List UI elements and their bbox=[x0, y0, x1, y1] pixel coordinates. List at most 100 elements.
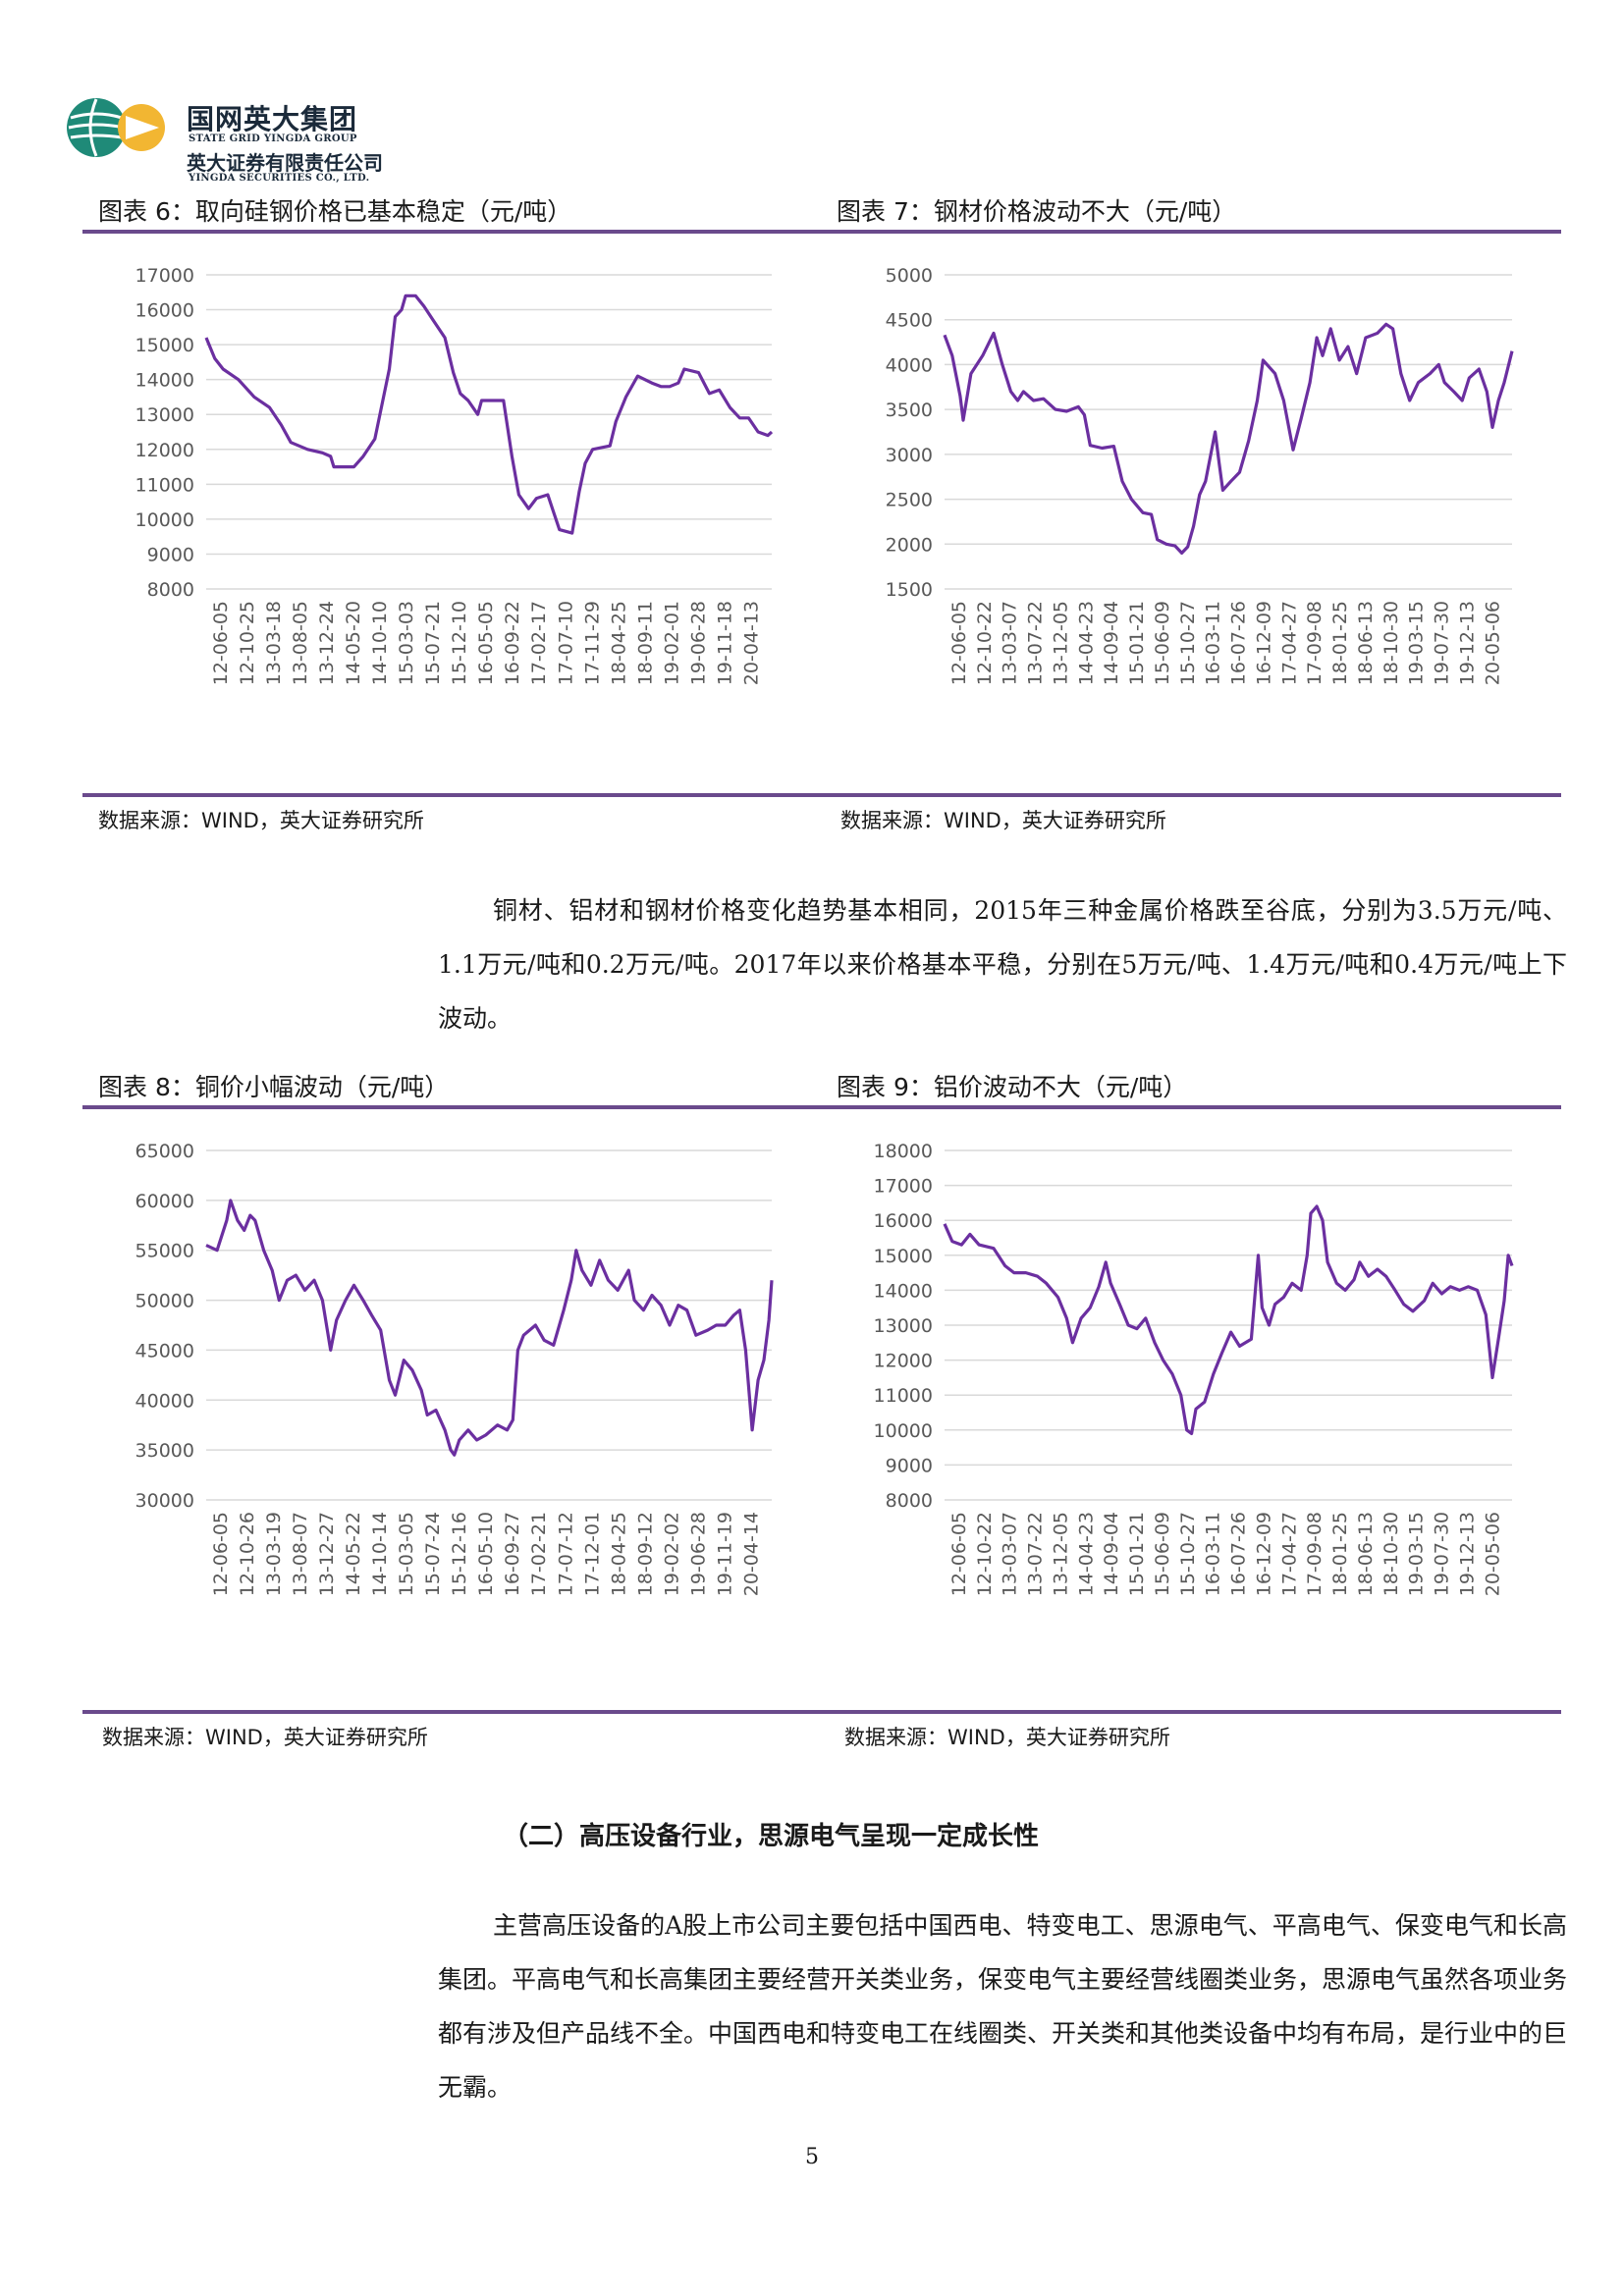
figure-9-source: 数据来源：WIND，英大证券研究所 bbox=[844, 1726, 1170, 1749]
x-tick-label: 17-02-17 bbox=[528, 601, 550, 685]
x-tick-label: 19-02-02 bbox=[661, 1512, 682, 1596]
y-tick-label: 35000 bbox=[135, 1440, 194, 1462]
figure-row2-bottom-rule bbox=[82, 1710, 1561, 1714]
x-tick-label: 13-03-07 bbox=[1000, 1512, 1021, 1596]
y-tick-label: 3000 bbox=[886, 445, 933, 466]
x-tick-label: 19-06-28 bbox=[687, 601, 709, 685]
x-tick-label: 17-02-21 bbox=[528, 1512, 550, 1596]
figure-7-title: 图表 7：钢材价格波动不大（元/吨） bbox=[837, 197, 1237, 226]
y-tick-label: 1500 bbox=[886, 579, 933, 601]
y-tick-label: 12000 bbox=[135, 440, 194, 461]
chart-7-steel-price: 1500 2000 2500 3000 3500 4000 4500 5000 12-06-05… bbox=[886, 265, 1514, 685]
x-tick-label: 13-08-05 bbox=[290, 601, 311, 685]
y-tick-label: 50000 bbox=[135, 1291, 194, 1312]
x-tick-label: 16-12-09 bbox=[1253, 1512, 1274, 1596]
price-series-line bbox=[204, 294, 774, 535]
figure-6-source: 数据来源：WIND，英大证券研究所 bbox=[98, 809, 424, 832]
x-tick-label: 19-07-30 bbox=[1432, 1512, 1453, 1596]
x-tick-label: 12-10-22 bbox=[974, 601, 996, 685]
x-tick-label: 15-06-09 bbox=[1152, 601, 1173, 685]
x-tick-label: 20-05-06 bbox=[1482, 601, 1503, 685]
y-tick-label: 11000 bbox=[135, 474, 194, 496]
y-tick-label: 10000 bbox=[874, 1420, 933, 1442]
y-tick-label: 18000 bbox=[874, 1141, 933, 1162]
x-tick-label: 15-12-16 bbox=[449, 1512, 470, 1596]
x-tick-label: 19-11-19 bbox=[714, 1512, 735, 1596]
x-tick-label: 15-10-27 bbox=[1177, 601, 1199, 685]
y-tick-label: 8000 bbox=[147, 579, 194, 601]
y-tick-label: 5000 bbox=[886, 265, 933, 287]
chart-8-copper-price: 30000 35000 40000 45000 50000 55000 60000 65000… bbox=[135, 1141, 774, 1596]
x-tick-label: 20-05-06 bbox=[1482, 1512, 1503, 1596]
x-tick-label: 19-02-01 bbox=[661, 601, 682, 685]
x-tick-label: 19-12-13 bbox=[1456, 601, 1478, 685]
subsidiary-name-cn: 英大证券有限责任公司 bbox=[187, 151, 383, 175]
y-tick-label: 9000 bbox=[886, 1455, 933, 1476]
x-tick-label: 19-12-13 bbox=[1456, 1512, 1478, 1596]
x-tick-label: 18-01-25 bbox=[1329, 1512, 1351, 1596]
x-tick-label: 19-11-18 bbox=[714, 601, 735, 685]
figure-8-source: 数据来源：WIND，英大证券研究所 bbox=[102, 1726, 428, 1749]
x-tick-label: 16-09-22 bbox=[502, 601, 523, 685]
x-tick-label: 13-12-24 bbox=[316, 601, 338, 685]
x-tick-label: 20-04-13 bbox=[740, 601, 762, 685]
section-heading-high-voltage: （二）高压设备行业，思源电气呈现一定成长性 bbox=[503, 1822, 1040, 1851]
x-tick-label: 17-09-08 bbox=[1304, 1512, 1326, 1596]
x-tick-label: 18-01-25 bbox=[1329, 601, 1351, 685]
y-tick-label: 14000 bbox=[874, 1280, 933, 1302]
x-tick-label: 19-07-30 bbox=[1432, 601, 1453, 685]
x-tick-label: 15-01-21 bbox=[1126, 601, 1148, 685]
header-logo: 国网英大集团 STATE GRID YINGDA GROUP 英大证券有限责任公… bbox=[65, 94, 477, 188]
x-tick-label: 13-03-19 bbox=[263, 1512, 285, 1596]
y-tick-label: 30000 bbox=[135, 1490, 194, 1512]
y-tick-label: 45000 bbox=[135, 1340, 194, 1362]
x-tick-label: 15-10-27 bbox=[1177, 1512, 1199, 1596]
x-tick-label: 13-08-07 bbox=[290, 1512, 311, 1596]
x-tick-label: 13-07-22 bbox=[1025, 1512, 1047, 1596]
x-tick-label: 16-07-26 bbox=[1228, 1512, 1250, 1596]
y-tick-label: 4000 bbox=[886, 354, 933, 376]
x-tick-label: 12-06-05 bbox=[210, 1512, 232, 1596]
x-tick-label: 16-12-09 bbox=[1253, 601, 1274, 685]
x-tick-label: 18-09-12 bbox=[634, 1512, 656, 1596]
x-tick-label: 13-12-05 bbox=[1050, 1512, 1071, 1596]
x-tick-label: 17-11-29 bbox=[581, 601, 603, 685]
x-tick-label: 17-04-27 bbox=[1278, 1512, 1300, 1596]
x-tick-label: 16-03-11 bbox=[1203, 1512, 1224, 1596]
chart-3-group: 8000 9000 10000 11000 12000 13000 14000 15000 16… bbox=[874, 1141, 1514, 1596]
figure-6-title: 图表 6：取向硅钢价格已基本稳定（元/吨） bbox=[98, 197, 572, 226]
x-tick-label: 14-05-20 bbox=[343, 601, 364, 685]
y-tick-label: 13000 bbox=[135, 404, 194, 426]
figure-7-source: 数据来源：WIND，英大证券研究所 bbox=[840, 809, 1166, 832]
x-tick-label: 15-07-21 bbox=[422, 601, 444, 685]
x-tick-label: 20-04-14 bbox=[740, 1512, 762, 1596]
y-tick-label: 2500 bbox=[886, 490, 933, 511]
y-tick-label: 9000 bbox=[147, 544, 194, 565]
y-tick-label: 15000 bbox=[874, 1246, 933, 1267]
x-tick-label: 18-10-30 bbox=[1380, 601, 1402, 685]
x-tick-label: 17-04-27 bbox=[1278, 601, 1300, 685]
x-tick-label: 15-07-24 bbox=[422, 1512, 444, 1596]
x-tick-label: 19-03-15 bbox=[1406, 1512, 1428, 1596]
x-tick-label: 18-09-11 bbox=[634, 601, 656, 685]
x-tick-label: 14-09-04 bbox=[1101, 1512, 1122, 1596]
y-tick-label: 15000 bbox=[135, 335, 194, 356]
x-tick-label: 14-10-14 bbox=[369, 1512, 391, 1596]
chart-0-group: 8000 9000 10000 11000 12000 13000 14000 15000 16… bbox=[135, 265, 774, 685]
x-tick-label: 17-09-08 bbox=[1304, 601, 1326, 685]
y-tick-label: 16000 bbox=[135, 300, 194, 322]
x-tick-label: 12-10-25 bbox=[237, 601, 258, 685]
x-tick-label: 16-09-27 bbox=[502, 1512, 523, 1596]
x-tick-label: 19-06-28 bbox=[687, 1512, 709, 1596]
y-tick-label: 40000 bbox=[135, 1390, 194, 1412]
x-tick-label: 16-03-11 bbox=[1203, 601, 1224, 685]
figure-9-title: 图表 9：铝价波动不大（元/吨） bbox=[837, 1073, 1188, 1101]
chart-1-group: 1500 2000 2500 3000 3500 4000 4500 5000 12-06-05… bbox=[886, 265, 1514, 685]
y-tick-label: 17000 bbox=[135, 265, 194, 287]
x-tick-label: 16-05-05 bbox=[475, 601, 497, 685]
x-tick-label: 14-10-10 bbox=[369, 601, 391, 685]
figure-row1-bottom-rule bbox=[82, 793, 1561, 797]
figure-row2-top-rule bbox=[82, 1105, 1561, 1109]
y-tick-label: 12000 bbox=[874, 1351, 933, 1372]
price-series-line bbox=[943, 1204, 1514, 1435]
